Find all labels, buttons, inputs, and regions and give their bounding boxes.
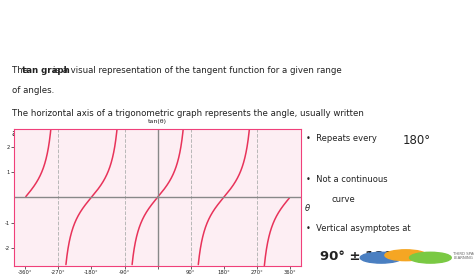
Text: THIRD SPACE
LEARNING: THIRD SPACE LEARNING [453,252,474,260]
Circle shape [410,252,451,263]
Text: as θ, and the y-axis is the tangent function of that angle.: as θ, and the y-axis is the tangent func… [12,129,258,138]
Text: tan(θ): tan(θ) [148,119,167,124]
Text: is a visual representation of the tangent function for a given range: is a visual representation of the tangen… [53,66,342,75]
Text: •  Not a continuous: • Not a continuous [306,175,387,184]
Circle shape [385,250,427,261]
Text: of angles.: of angles. [12,86,54,95]
Text: •  Repeats every: • Repeats every [306,134,379,143]
Text: •  Vertical asymptotes at: • Vertical asymptotes at [306,224,410,233]
Text: Tan Graph: Tan Graph [12,16,114,34]
Text: The horizontal axis of a trigonometric graph represents the angle, usually writt: The horizontal axis of a trigonometric g… [12,109,364,118]
Text: curve: curve [332,195,356,204]
Text: tan graph: tan graph [22,66,70,75]
Text: 180°: 180° [403,134,431,147]
Circle shape [360,252,402,263]
Text: The: The [12,66,31,75]
Text: θ: θ [305,204,310,213]
Text: 90° ± 180°: 90° ± 180° [320,250,399,263]
